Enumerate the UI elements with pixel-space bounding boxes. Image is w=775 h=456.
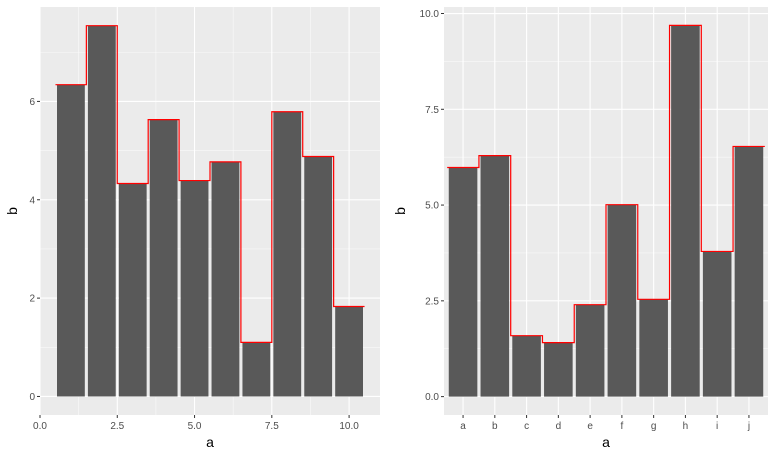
step-line [447,24,765,344]
y-tick-label: 0.0 [425,392,439,403]
left-x-axis-title: a [206,434,214,450]
bar [702,251,732,397]
x-tick-label: h [683,421,689,432]
y-tick-label: 10.0 [420,9,440,20]
x-tick-label: g [651,421,657,432]
bar [211,161,240,397]
right-y-axis-title: b [392,207,408,215]
bar [335,306,363,397]
bar [273,111,302,397]
x-tick-label: 5.0 [188,421,202,432]
x-tick-label: f [620,421,623,432]
y-tick-label: 7.5 [425,105,439,116]
x-tick-label: 0.0 [33,421,47,432]
x-tick-label: a [460,421,466,432]
y-tick-label: 5.0 [425,201,439,212]
y-tick-label: 6 [29,97,35,108]
bar [87,25,116,397]
bar [734,146,764,397]
bar [304,156,333,397]
y-tick-label: 0 [29,392,35,403]
bar [671,25,700,397]
x-tick-label: 10.0 [339,421,359,432]
y-tick-label: 2.5 [425,296,439,307]
x-tick-label: b [492,421,498,432]
bar [607,204,637,397]
bar [57,84,85,397]
bar [639,299,668,397]
x-tick-label: d [556,421,562,432]
bar [118,183,147,397]
right-panel: 0.0 2.5 5.0 7.5 10.0 a b c d e f g h i j [420,7,768,432]
bar [149,119,178,397]
left-y-axis-title: b [4,207,20,215]
bar [480,155,510,397]
x-tick-label: e [587,421,593,432]
left-panel: 0 2 4 6 0.0 2.5 5.0 7.5 10.0 [29,7,380,432]
bar [448,167,478,397]
x-tick-label: j [747,421,750,432]
bar [512,335,541,397]
x-tick-label: 7.5 [265,421,279,432]
y-tick-label: 2 [29,294,35,305]
x-tick-label: i [716,421,718,432]
x-tick-label: c [524,421,529,432]
y-tick-label: 4 [29,195,35,206]
bar [544,342,573,397]
step-line [55,25,365,343]
bar [180,180,209,397]
x-tick-label: 2.5 [110,421,124,432]
right-x-axis-title: a [602,434,610,450]
bar [242,342,271,397]
bar [575,304,605,397]
